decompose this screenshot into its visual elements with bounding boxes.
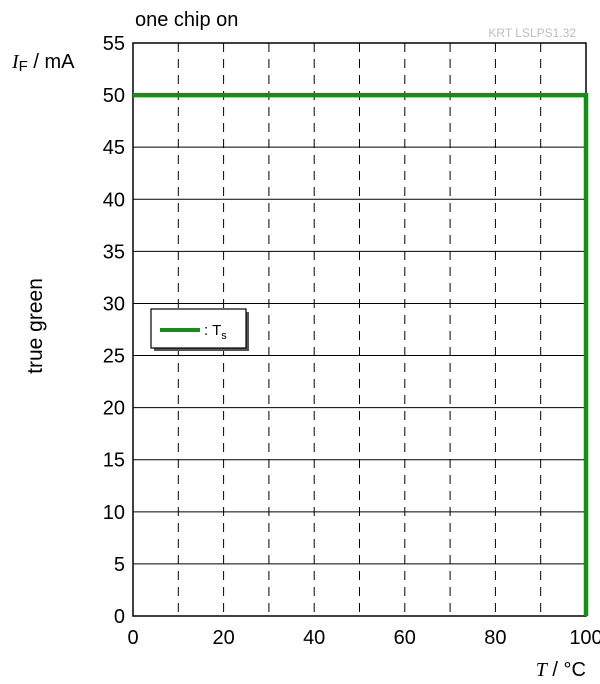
y-tick-labels: 0 5 10 15 20 25 30 35 40 45 50 55	[103, 33, 125, 628]
y-axis-symbol: I	[11, 51, 20, 73]
x-tick-label: 0	[127, 627, 138, 649]
y-tick-label: 30	[103, 293, 125, 315]
series-line-ts	[133, 92, 589, 616]
x-axis-unit: / °C	[547, 659, 586, 681]
series-layer	[133, 92, 589, 616]
x-axis-symbol: T	[536, 659, 549, 681]
source-code: KRT LSLPS1.32	[488, 26, 576, 40]
y-tick-label: 55	[103, 33, 125, 55]
y-tick-label: 15	[103, 450, 125, 472]
y-axis-unit: / mA	[28, 51, 75, 73]
y-axis-label: IF / mA	[11, 51, 75, 75]
y-tick-label: 35	[103, 241, 125, 263]
x-tick-label: 80	[484, 627, 506, 649]
side-label: true green	[24, 278, 47, 374]
legend: : Ts	[150, 308, 249, 351]
x-tick-labels: 0 20 40 60 80 100	[127, 627, 600, 649]
y-tick-label: 25	[103, 346, 125, 368]
y-tick-label: 10	[103, 502, 125, 524]
legend-label-subscript: s	[221, 330, 227, 342]
y-tick-label: 5	[114, 554, 125, 576]
x-tick-label: 100	[569, 627, 600, 649]
y-axis-subscript: F	[19, 58, 28, 75]
x-tick-label: 40	[303, 627, 325, 649]
x-tick-label: 60	[394, 627, 416, 649]
x-axis-label: T / °C	[536, 659, 586, 681]
chart-title: one chip on	[135, 9, 238, 31]
y-tick-label: 0	[114, 606, 125, 628]
legend-label-text: : T	[204, 322, 221, 339]
y-tick-label: 20	[103, 398, 125, 420]
legend-label: : Ts	[204, 322, 227, 342]
y-tick-label: 40	[103, 189, 125, 211]
y-tick-label: 45	[103, 137, 125, 159]
x-tick-label: 20	[212, 627, 234, 649]
y-tick-label: 50	[103, 85, 125, 107]
